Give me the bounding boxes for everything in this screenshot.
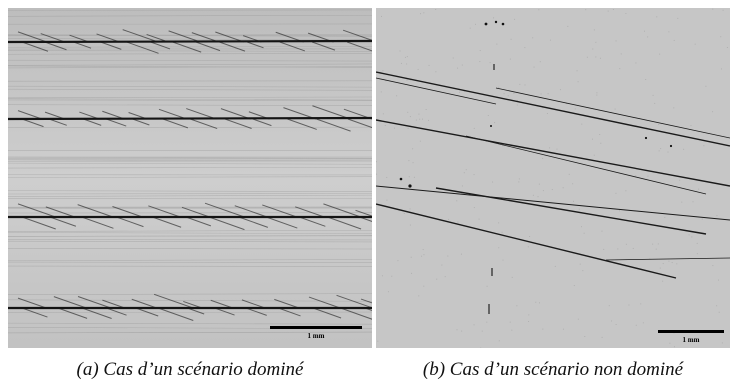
- transverse-crack: [8, 39, 372, 44]
- micrograph-b: 1 mm: [376, 8, 730, 348]
- scale-label-a: 1 mm: [307, 332, 325, 340]
- caption-a: (a) Cas d’un scénario dominé: [76, 359, 304, 380]
- micrograph-b-image: [376, 8, 730, 348]
- caption-b: (b) Cas d’un scénario non dominé: [422, 359, 684, 380]
- delamination-crack: [376, 71, 730, 147]
- delamination-crack: [376, 119, 730, 187]
- micrograph-a: 1 mm: [8, 8, 372, 348]
- scale-bar-a: [270, 326, 362, 329]
- delamination-crack: [435, 187, 707, 235]
- micrograph-a-image: [8, 8, 372, 348]
- delamination-crack: [376, 203, 677, 279]
- transverse-crack: [8, 116, 372, 121]
- scale-bar-b: [658, 330, 724, 333]
- scale-label-b: 1 mm: [682, 336, 700, 344]
